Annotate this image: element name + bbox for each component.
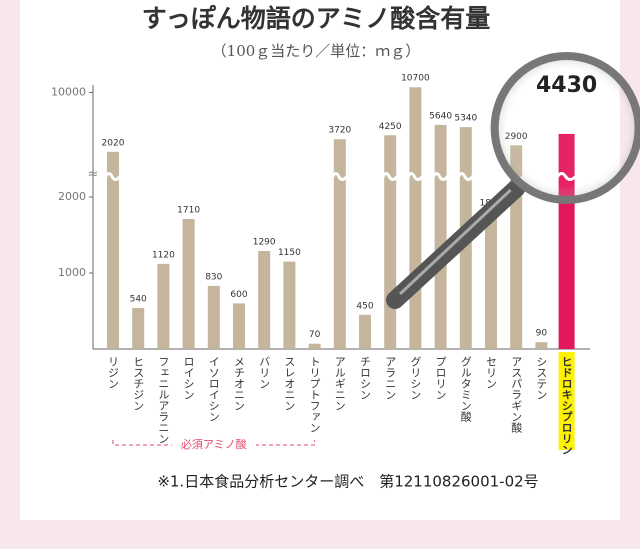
x-tick-label: プロリン [434,356,447,400]
bar [485,212,497,349]
x-tick-label: リジン [107,356,120,389]
value-label: 1120 [152,250,175,260]
bar [182,219,195,349]
bar [409,87,422,349]
magnifier-handle-shine [398,188,512,296]
value-label: 10700 [401,74,430,84]
break-mark [381,172,399,181]
x-tick-label: グリシン [409,356,422,400]
chart-title: すっぽん物語のアミノ酸含有量 [142,4,491,33]
value-label: 5340 [454,114,477,124]
magnified-value: 4430 [536,73,597,98]
value-label: 1710 [177,206,200,216]
magnifier-lens [490,52,640,204]
x-tick-label: ヒスチジン [132,356,145,411]
x-tick-label: メチオニン [233,356,246,411]
bar [258,250,271,349]
axis-break: ≈ [88,167,99,182]
x-tick-label: ヒドロキシプロリン [560,356,573,455]
x-tick-label: グルタミン酸 [459,356,472,423]
y-tick-label: 1000 [58,266,86,279]
value-label: 3720 [328,126,351,136]
value-label: 2020 [102,138,125,148]
break-mark [331,172,348,181]
bar [333,139,346,349]
x-tick-label: システン [535,356,548,400]
x-tick-label: トリプトファン [308,356,321,433]
value-label: 4250 [379,122,402,132]
bar [384,135,397,349]
value-label: 450 [356,301,373,311]
x-tick-label: イソロイシン [207,356,220,422]
bar [107,151,119,349]
x-tick-label: スレオニン [283,356,296,411]
break-mark [407,172,424,181]
value-label: 90 [536,329,548,339]
y-tick-label: 10000 [51,85,86,98]
footnote: ※1.日本食品分析センター調べ 第12110826001-02号 [157,473,538,491]
value-label: 70 [309,330,321,340]
bar [535,342,548,349]
x-tick-label: フェニルアラニン [157,356,170,444]
value-label: 1290 [253,237,276,247]
value-label: 5640 [429,111,452,121]
bar [207,285,220,349]
break-mark [432,172,449,181]
y-tick-label: 2000 [58,190,86,203]
x-tick-label: アスパラギン酸 [510,356,523,434]
bar [283,261,296,349]
highlight-label-bg [558,352,575,450]
break-mark [104,172,122,181]
bar [359,314,371,349]
bar [157,263,170,349]
x-tick-label: アラニン [384,356,397,400]
x-tick-label: セリン [485,356,498,389]
value-label: 600 [230,290,247,300]
annotation: 必須アミノ酸 [181,437,247,451]
bar [308,343,321,349]
x-tick-label: バリン [258,356,271,389]
bar [132,307,145,349]
x-tick-label: ロイシン [182,356,195,400]
value-label: 830 [205,272,222,282]
bar [434,124,447,349]
chart-subtitle: （100ｇ当たり／単位：ｍｇ） [212,42,421,60]
x-tick-label: チロシン [359,356,372,400]
bar [233,303,245,349]
bracket-text-bg [171,437,256,453]
x-tick-label: アルギニン [333,356,346,411]
break-mark [457,172,474,181]
value-label: 540 [130,294,147,304]
value-label: 1150 [278,248,301,258]
